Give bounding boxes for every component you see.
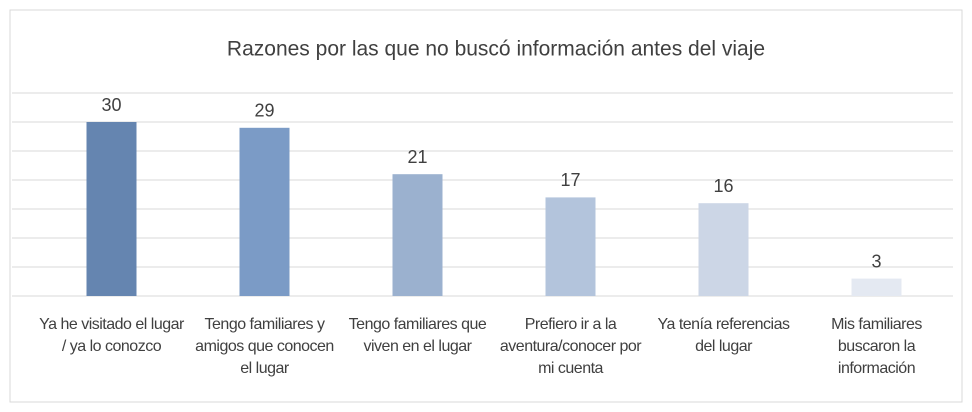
data-label: 21 <box>407 147 427 167</box>
x-tick-label: Prefiero ir a la aventura/conocer por mi… <box>499 316 642 377</box>
chart-border <box>9 9 963 403</box>
bar <box>86 122 137 296</box>
bar <box>545 197 596 296</box>
x-tick-label: Ya tenía referencias del lugar <box>657 316 790 355</box>
data-label: 29 <box>254 101 274 121</box>
data-label: 17 <box>560 170 580 190</box>
x-tick-label: Tengo familiares que viven en el lugar <box>348 316 487 355</box>
x-tick-label: Mis familiares buscaron la información <box>831 316 922 377</box>
bar <box>851 278 902 296</box>
bar <box>698 203 749 296</box>
data-label: 30 <box>101 95 121 115</box>
data-label: 16 <box>713 176 733 196</box>
data-label: 3 <box>871 251 881 271</box>
x-tick-label: Ya he visitado el lugar / ya lo conozco <box>39 316 184 355</box>
bar <box>392 174 443 296</box>
x-tick-label: Tengo familiares y amigos que conocen el… <box>195 316 334 377</box>
bar <box>239 127 290 296</box>
chart-title: Razones por las que no buscó información… <box>227 38 765 61</box>
